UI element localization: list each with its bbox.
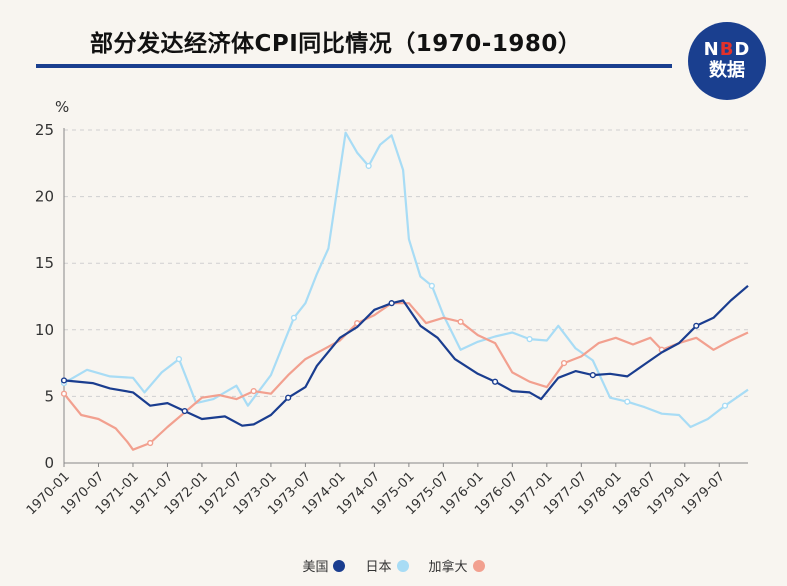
series-point (560, 360, 568, 367)
y-axis-unit: % (55, 98, 69, 116)
legend-label-us: 美国 (302, 560, 329, 575)
legend-label-canada: 加拿大 (428, 560, 468, 575)
legend-label-japan: 日本 (365, 560, 392, 575)
series-point (388, 300, 395, 307)
series-point (181, 407, 188, 415)
chart-title: 部分发达经济体CPI同比情况（1970-1980） (90, 31, 582, 57)
series-point (526, 336, 533, 343)
series-point (721, 402, 729, 409)
y-tick-label: 25 (35, 121, 54, 139)
series-point (624, 398, 631, 405)
y-tick-label: 5 (44, 387, 54, 405)
legend-dot-canada (472, 559, 485, 572)
series-point (589, 371, 596, 379)
y-tick-label: 20 (35, 188, 54, 206)
series-point (60, 390, 68, 397)
legend-dot-japan (396, 559, 409, 572)
logo-caption: 数据 (709, 60, 745, 81)
y-tick-label: 10 (35, 321, 54, 339)
legend-dot-us (333, 559, 346, 572)
series-point (285, 394, 292, 401)
y-tick-label: 15 (35, 254, 54, 272)
series-line (63, 284, 749, 427)
logo-wordmark: NBD (703, 39, 751, 60)
legend-item-japan[interactable]: 日本 (365, 556, 409, 575)
series-point (693, 322, 700, 329)
series-point (60, 377, 68, 384)
legend: 美国 日本 加拿大 (0, 556, 787, 575)
y-tick-label: 0 (44, 454, 54, 472)
series-point (428, 282, 435, 289)
nbd-logo: NBD 数据 (688, 22, 766, 100)
series-point (147, 439, 154, 447)
series-point (175, 356, 183, 363)
series-point (491, 378, 499, 385)
series-point (290, 314, 298, 321)
series-point (457, 318, 464, 325)
legend-item-canada[interactable]: 加拿大 (429, 556, 485, 575)
legend-item-us[interactable]: 美国 (302, 556, 346, 575)
series-line (63, 131, 749, 429)
series-point (365, 162, 372, 170)
title-underline (36, 64, 672, 68)
series-line (63, 302, 749, 451)
series-point (250, 387, 257, 395)
